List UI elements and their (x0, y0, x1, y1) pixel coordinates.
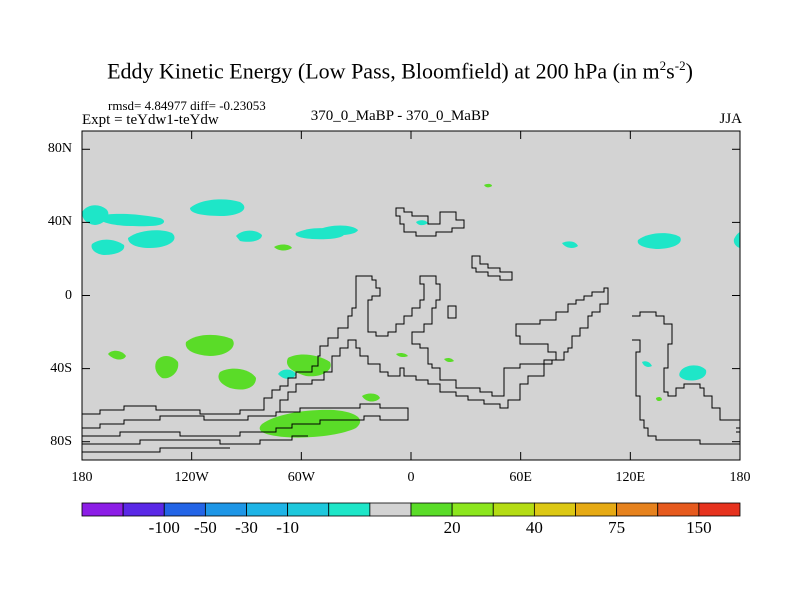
latitude-label: 80N (47, 141, 72, 157)
latitude-label: 40N (47, 214, 72, 230)
colorbar-swatch (81, 502, 124, 517)
coastline-arabia (447, 305, 457, 319)
contour-green-patch (444, 357, 454, 363)
colorbar-swatch (369, 502, 412, 517)
coastline-australia (632, 311, 740, 421)
contour-cyan-patch (190, 199, 245, 216)
contour-green-patch (274, 244, 292, 251)
colorbar-swatch (657, 502, 700, 517)
experiment-label: Expt = teYdw1-teYdw (82, 112, 219, 128)
coastline-antarctic-ice (82, 435, 308, 445)
colorbar-swatch (410, 502, 453, 517)
contour-green-patch (286, 354, 331, 377)
contour-cyan-patch (100, 213, 165, 227)
figure-title: Eddy Kinetic Energy (Low Pass, Bloomfiel… (107, 58, 693, 84)
coastline-east-asia (471, 255, 513, 281)
contour-cyan-patch (278, 369, 296, 379)
colorbar-label: -100 (148, 518, 180, 537)
coastlines (82, 207, 740, 453)
contour-cyan-patch (733, 232, 740, 248)
colorbar-swatch (616, 502, 659, 517)
contour-cyan-patch (236, 230, 262, 242)
colorbar-swatch (492, 502, 535, 517)
map-background (82, 131, 740, 460)
latitude-label: 40S (50, 360, 72, 376)
longitude-label: 60W (287, 470, 315, 485)
colorbar-swatch (451, 502, 494, 517)
contour-cyan-patch (91, 239, 125, 255)
coastline-dateline (736, 427, 740, 433)
contour-cyan-patch (318, 225, 358, 236)
colorbar-swatch (698, 502, 741, 517)
contour-green-patch (218, 368, 256, 390)
contour-green-patch (155, 356, 179, 379)
colorbar-swatch (163, 502, 206, 517)
contour-cyan-patch (679, 365, 707, 381)
contour-cyan-patch (128, 230, 175, 248)
longitude-label: 0 (407, 470, 415, 485)
eddy-energy-shading (82, 183, 740, 438)
longitude-label: 180 (71, 470, 93, 485)
colorbar-swatch (328, 502, 371, 517)
longitude-label: 120E (615, 470, 646, 485)
contour-green-patch (484, 183, 492, 188)
contour-cyan-patch (562, 241, 578, 248)
latitude-label: 80S (50, 433, 72, 449)
contour-green-patch (656, 396, 662, 402)
longitude-label: 60E (509, 470, 532, 485)
colorbar-label: 40 (525, 518, 543, 537)
difference-label: 370_0_MaBP - 370_0_MaBP (310, 108, 490, 124)
colorbar-swatch (246, 502, 289, 517)
contour-cyan-patch (642, 361, 652, 367)
longitude-label: 180 (729, 470, 751, 485)
coastline-southern-edge (82, 447, 230, 453)
colorbar-label: -10 (276, 518, 299, 537)
coastline-antarctic-west (82, 403, 409, 437)
colorbar-swatch (287, 502, 330, 517)
contour-cyan-patch (416, 220, 428, 226)
colorbar-label: 75 (608, 518, 626, 537)
colorbar-label: 150 (686, 518, 712, 537)
stats-text: rmsd= 4.84977 diff= -0.23053 (108, 98, 266, 113)
colorbar-swatch (533, 502, 576, 517)
colorbar-swatch (575, 502, 618, 517)
contour-green-patch (185, 334, 234, 356)
contour-green-patch (362, 393, 380, 402)
coastline-america-africa (82, 275, 609, 429)
season-label: JJA (719, 111, 742, 127)
colorbar-swatch (122, 502, 165, 517)
contour-green-patch (396, 352, 408, 358)
colorbar-label: 20 (443, 518, 461, 537)
coastline-antarctic-east (632, 339, 740, 445)
colorbar (81, 502, 741, 517)
axis-ticks (81, 131, 741, 460)
colorbar-label: -50 (194, 518, 217, 537)
latitude-label: 0 (65, 287, 72, 303)
coastline-north-europe (395, 207, 465, 237)
longitude-label: 120W (174, 470, 209, 485)
contour-green-patch (108, 350, 126, 360)
contour-cyan-patch (637, 233, 681, 249)
colorbar-swatch (204, 502, 247, 517)
colorbar-label: -30 (235, 518, 258, 537)
